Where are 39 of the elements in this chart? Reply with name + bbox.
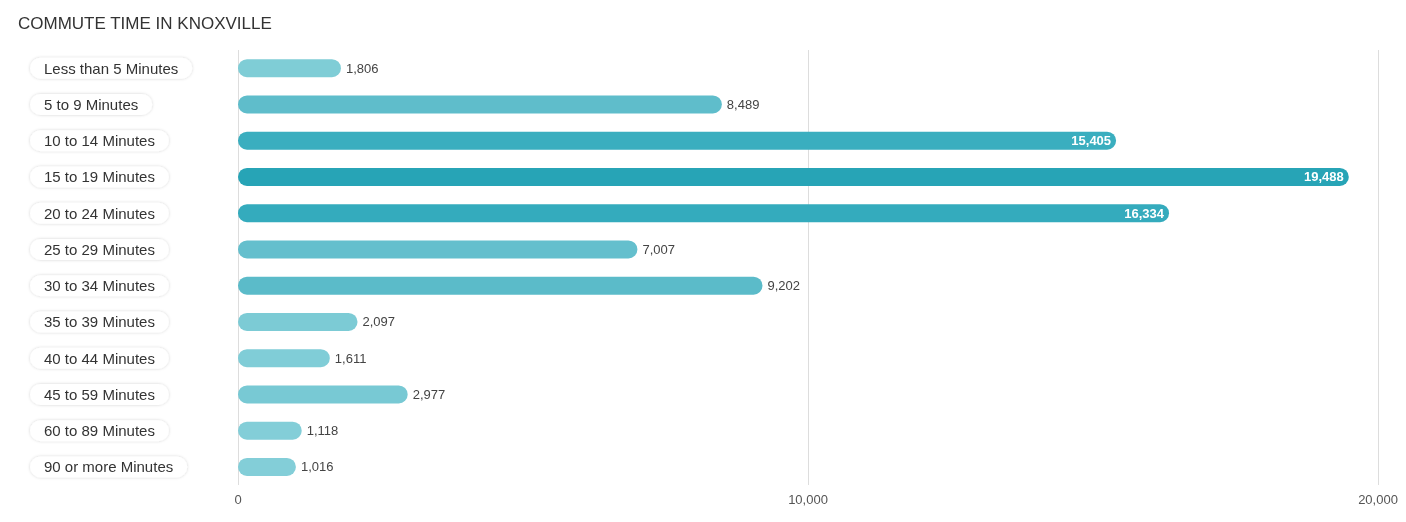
x-tick-label: 20,000: [1358, 492, 1398, 507]
bar: [238, 204, 1170, 223]
x-tick-label: 0: [234, 492, 242, 507]
y-tick-label: 90 or more Minutes: [44, 458, 174, 476]
y-tick-label: 30 to 34 Minutes: [44, 277, 155, 295]
y-tick-label: 35 to 39 Minutes: [44, 313, 155, 331]
y-tick-label: 10 to 14 Minutes: [44, 132, 155, 150]
bar: [238, 276, 763, 295]
chart-title: COMMUTE TIME IN KNOXVILLE: [18, 14, 272, 33]
data-label: 7,007: [642, 241, 675, 257]
data-label: 1,118: [306, 423, 339, 439]
x-tick-label: 10,000: [788, 492, 828, 507]
bar: [238, 95, 722, 114]
bar: [238, 240, 638, 259]
data-label: 16,334: [1124, 205, 1165, 221]
y-tick-label: 20 to 24 Minutes: [44, 204, 155, 222]
data-label: 2,097: [362, 314, 396, 330]
data-label: 1,611: [334, 350, 367, 366]
y-tick-label: Less than 5 Minutes: [44, 59, 179, 77]
bar: [238, 167, 1349, 186]
data-label: 8,489: [726, 96, 760, 112]
bar: [238, 312, 358, 331]
data-label: 15,405: [1071, 133, 1112, 149]
y-tick-label: 5 to 9 Minutes: [44, 95, 139, 113]
data-label: 2,977: [412, 386, 446, 402]
data-label: 1,806: [345, 60, 379, 76]
bar: [238, 59, 341, 78]
bar: [238, 421, 302, 440]
bar: [238, 385, 408, 404]
data-label: 1,016: [300, 459, 334, 475]
y-tick-label: 60 to 89 Minutes: [44, 422, 155, 440]
y-tick-label: 25 to 29 Minutes: [44, 240, 155, 258]
y-tick-label: 15 to 19 Minutes: [44, 168, 155, 186]
data-label: 9,202: [767, 278, 801, 294]
bar: [238, 131, 1117, 150]
y-tick-label: 45 to 59 Minutes: [44, 385, 155, 403]
bar: [238, 349, 330, 368]
data-label: 19,488: [1304, 169, 1344, 185]
y-tick-label: 40 to 44 Minutes: [44, 349, 155, 367]
